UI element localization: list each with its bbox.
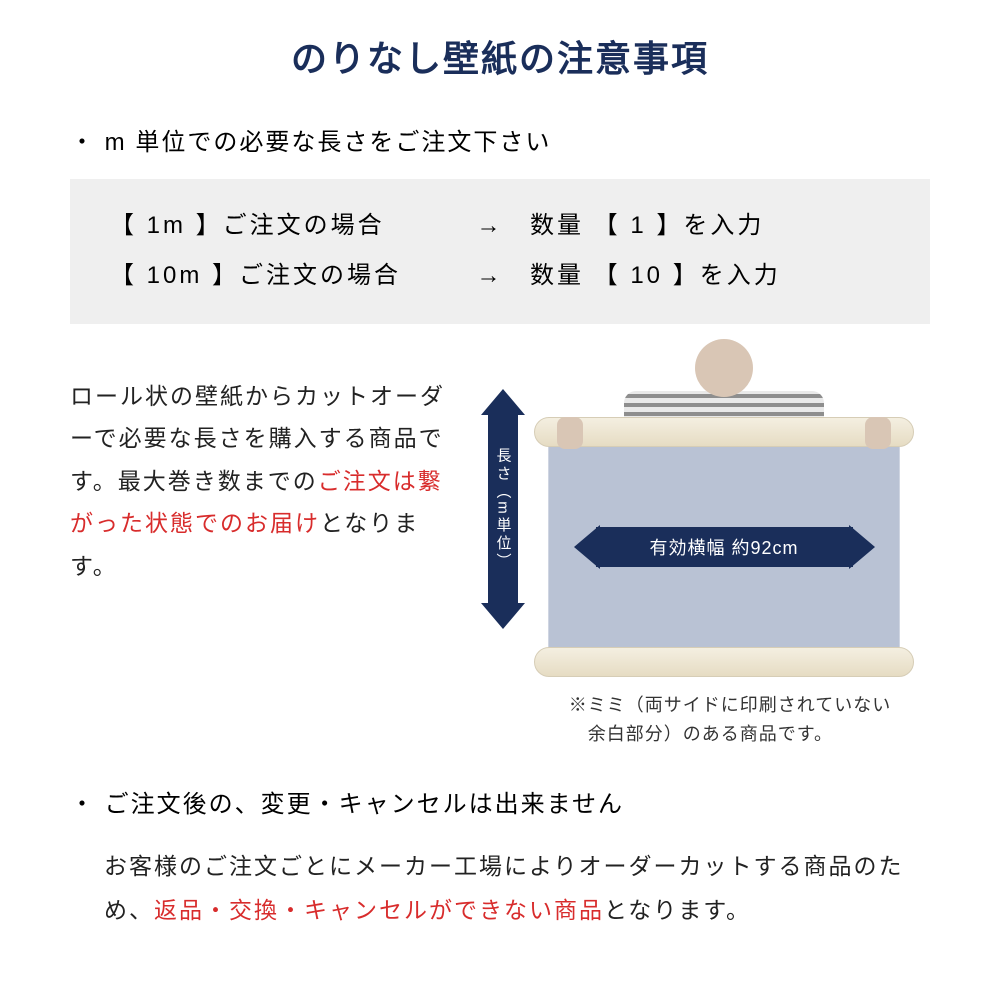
bullet-no-cancel: ・ ご注文後の、変更・キャンセルは出来ません	[70, 784, 930, 819]
person-head-icon	[695, 339, 753, 397]
no-cancel-section: ・ ご注文後の、変更・キャンセルは出来ません お客様のご注文ごとにメーカー工場に…	[70, 784, 930, 932]
body2-post: となります。	[604, 897, 751, 923]
roll-bottom-tube	[534, 647, 914, 677]
roll-description-text: ロール状の壁紙からカットオーダーで必要な長さを購入する商品です。最大巻き数までの…	[70, 339, 446, 588]
body2-highlight: 返品・交換・キャンセルができない商品	[154, 897, 604, 923]
hand-right-icon	[865, 417, 891, 449]
example-row-1: 【 1m 】ご注文の場合 → 数量 【 1 】を入力	[110, 201, 890, 251]
length-arrow-vertical: 長さ（m単位）	[481, 389, 525, 629]
roll-description-section: ロール状の壁紙からカットオーダーで必要な長さを購入する商品です。最大巻き数までの…	[70, 339, 930, 749]
wallpaper-diagram: 長さ（m単位） 有効横幅 約92cm	[470, 339, 930, 749]
roll-top-tube	[534, 417, 914, 447]
bullet-order-by-meter: ・ m 単位での必要な長さをご注文下さい	[70, 122, 930, 157]
example-1-right: 数量 【 1 】を入力	[530, 201, 890, 251]
note-line2: 余白部分）のある商品です。	[569, 724, 833, 744]
example-2-left: 【 10m 】ご注文の場合	[110, 251, 450, 301]
quantity-example-box: 【 1m 】ご注文の場合 → 数量 【 1 】を入力 【 10m 】ご注文の場合…	[70, 179, 930, 324]
arrow-right-icon: →	[450, 251, 530, 301]
mimi-note: ※ミミ（両サイドに印刷されていない 余白部分）のある商品です。	[509, 691, 891, 749]
page-title: のりなし壁紙の注意事項	[70, 30, 930, 82]
wallpaper-roll-illustration: 有効横幅 約92cm	[529, 339, 919, 677]
length-label: 長さ（m単位）	[493, 447, 514, 571]
note-line1: ※ミミ（両サイドに印刷されていない	[569, 695, 891, 715]
example-1-left: 【 1m 】ご注文の場合	[110, 201, 450, 251]
example-2-right: 数量 【 10 】を入力	[530, 251, 890, 301]
wallpaper-sheet: 有効横幅 約92cm	[548, 447, 900, 647]
no-cancel-body: お客様のご注文ごとにメーカー工場によりオーダーカットする商品のため、返品・交換・…	[70, 841, 930, 932]
hand-left-icon	[557, 417, 583, 449]
width-label: 有効横幅 約92cm	[596, 527, 853, 567]
arrow-right-icon: →	[450, 201, 530, 251]
example-row-2: 【 10m 】ご注文の場合 → 数量 【 10 】を入力	[110, 251, 890, 301]
width-arrow-horizontal: 有効横幅 約92cm	[574, 525, 875, 569]
